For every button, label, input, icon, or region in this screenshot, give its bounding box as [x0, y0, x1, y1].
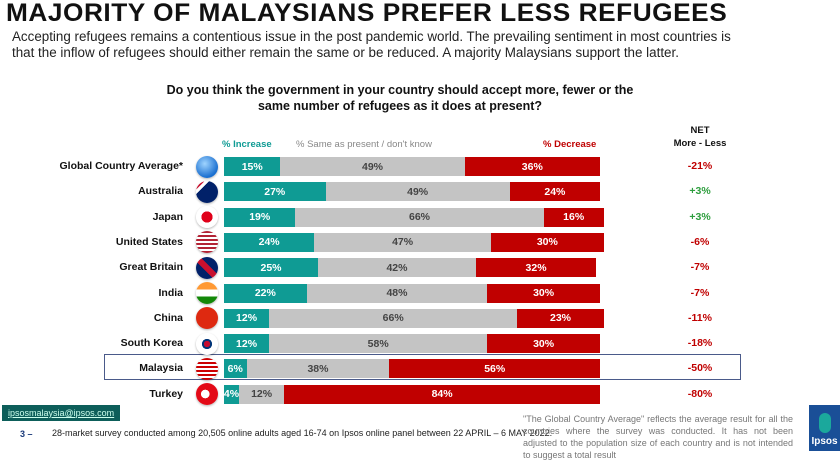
bar-same: 42% [318, 258, 476, 278]
net-header-line1: NET [690, 125, 710, 136]
subtitle: Accepting refugees remains a contentious… [12, 29, 731, 60]
bar-same: 66% [295, 207, 544, 227]
row-label: United States [115, 235, 183, 248]
net-value: -50% [687, 362, 713, 375]
net-header-line2: More - Less [673, 138, 727, 149]
bar-increase: 15% [224, 157, 281, 176]
ipsos-logo: Ipsos [809, 405, 840, 451]
row-label: China [153, 311, 183, 324]
net-value: -80% [687, 387, 713, 400]
great-britain-flag-icon [196, 256, 218, 279]
net-header: NET More - Less [660, 124, 740, 150]
legend-decrease: % Decrease [543, 139, 597, 150]
south-korea-flag-icon [196, 332, 218, 355]
malaysia-flag-icon [196, 357, 218, 380]
row-label: South Korea [120, 337, 183, 350]
chart-title: Do you think the government in your coun… [166, 83, 634, 113]
row-label: Japan [152, 210, 183, 223]
row-label: Turkey [149, 387, 183, 400]
bar-decrease: 16% [543, 207, 604, 227]
bar-decrease: 56% [389, 359, 600, 379]
bar-increase: 22% [224, 283, 307, 303]
row-label: Malaysia [139, 362, 183, 375]
australia-flag-icon [196, 180, 218, 203]
bar-decrease: 30% [490, 232, 604, 252]
survey-note: 28-market survey conducted among 20,505 … [52, 428, 553, 438]
bar-increase: 25% [224, 258, 318, 278]
page-title: MAJORITY OF MALAYSIANS PREFER LESS REFUG… [6, 0, 728, 27]
bar-increase: 27% [224, 182, 326, 202]
net-value: -6% [690, 235, 710, 248]
turkey-flag-icon [196, 383, 218, 406]
bar-decrease: 30% [487, 334, 600, 354]
bar-same: 48% [306, 283, 488, 303]
bar-same: 66% [269, 308, 518, 328]
malaysia-highlight-box [104, 354, 741, 380]
bar-increase: 4% [224, 384, 239, 404]
disclaimer: "The Global Country Average" reflects th… [523, 414, 793, 460]
bar-same: 49% [325, 182, 510, 202]
net-value: +3% [689, 185, 711, 198]
bar-increase: 19% [224, 207, 296, 227]
page-number: 3 – [20, 429, 33, 439]
row-label: Australia [138, 185, 183, 198]
bar-increase: 24% [224, 232, 315, 252]
united-states-flag-icon [196, 231, 218, 254]
bar-same: 49% [280, 157, 465, 176]
net-value: -7% [690, 261, 710, 274]
row-label: Great Britain [119, 261, 183, 274]
net-value: -11% [688, 311, 712, 324]
net-value: -7% [690, 286, 710, 299]
globe-flag-icon [196, 155, 218, 178]
email-link[interactable]: ipsosmalaysia@ipsos.com [2, 405, 121, 421]
bar-decrease: 84% [284, 384, 600, 404]
japan-flag-icon [196, 206, 218, 229]
net-value: -18% [687, 337, 713, 350]
net-value: +3% [689, 210, 711, 223]
bar-decrease: 24% [509, 182, 600, 202]
legend-increase: % Increase [222, 139, 272, 150]
legend-same: % Same as present / don't know [296, 139, 432, 150]
bar-same: 47% [314, 232, 491, 252]
bar-decrease: 32% [475, 258, 597, 278]
row-label: Global Country Average* [59, 160, 184, 172]
bar-decrease: 30% [487, 283, 600, 303]
bar-same: 58% [269, 334, 488, 354]
india-flag-icon [196, 282, 218, 304]
bar-increase: 12% [224, 308, 270, 328]
net-value: -21% [687, 160, 713, 172]
bar-same: 38% [246, 359, 390, 379]
bar-increase: 12% [224, 334, 270, 354]
bar-same: 12% [239, 384, 285, 404]
bar-decrease: 36% [464, 157, 600, 176]
bar-increase: 6% [224, 359, 247, 379]
row-label: India [158, 286, 183, 299]
china-flag-icon [196, 307, 218, 330]
bar-decrease: 23% [517, 308, 604, 328]
